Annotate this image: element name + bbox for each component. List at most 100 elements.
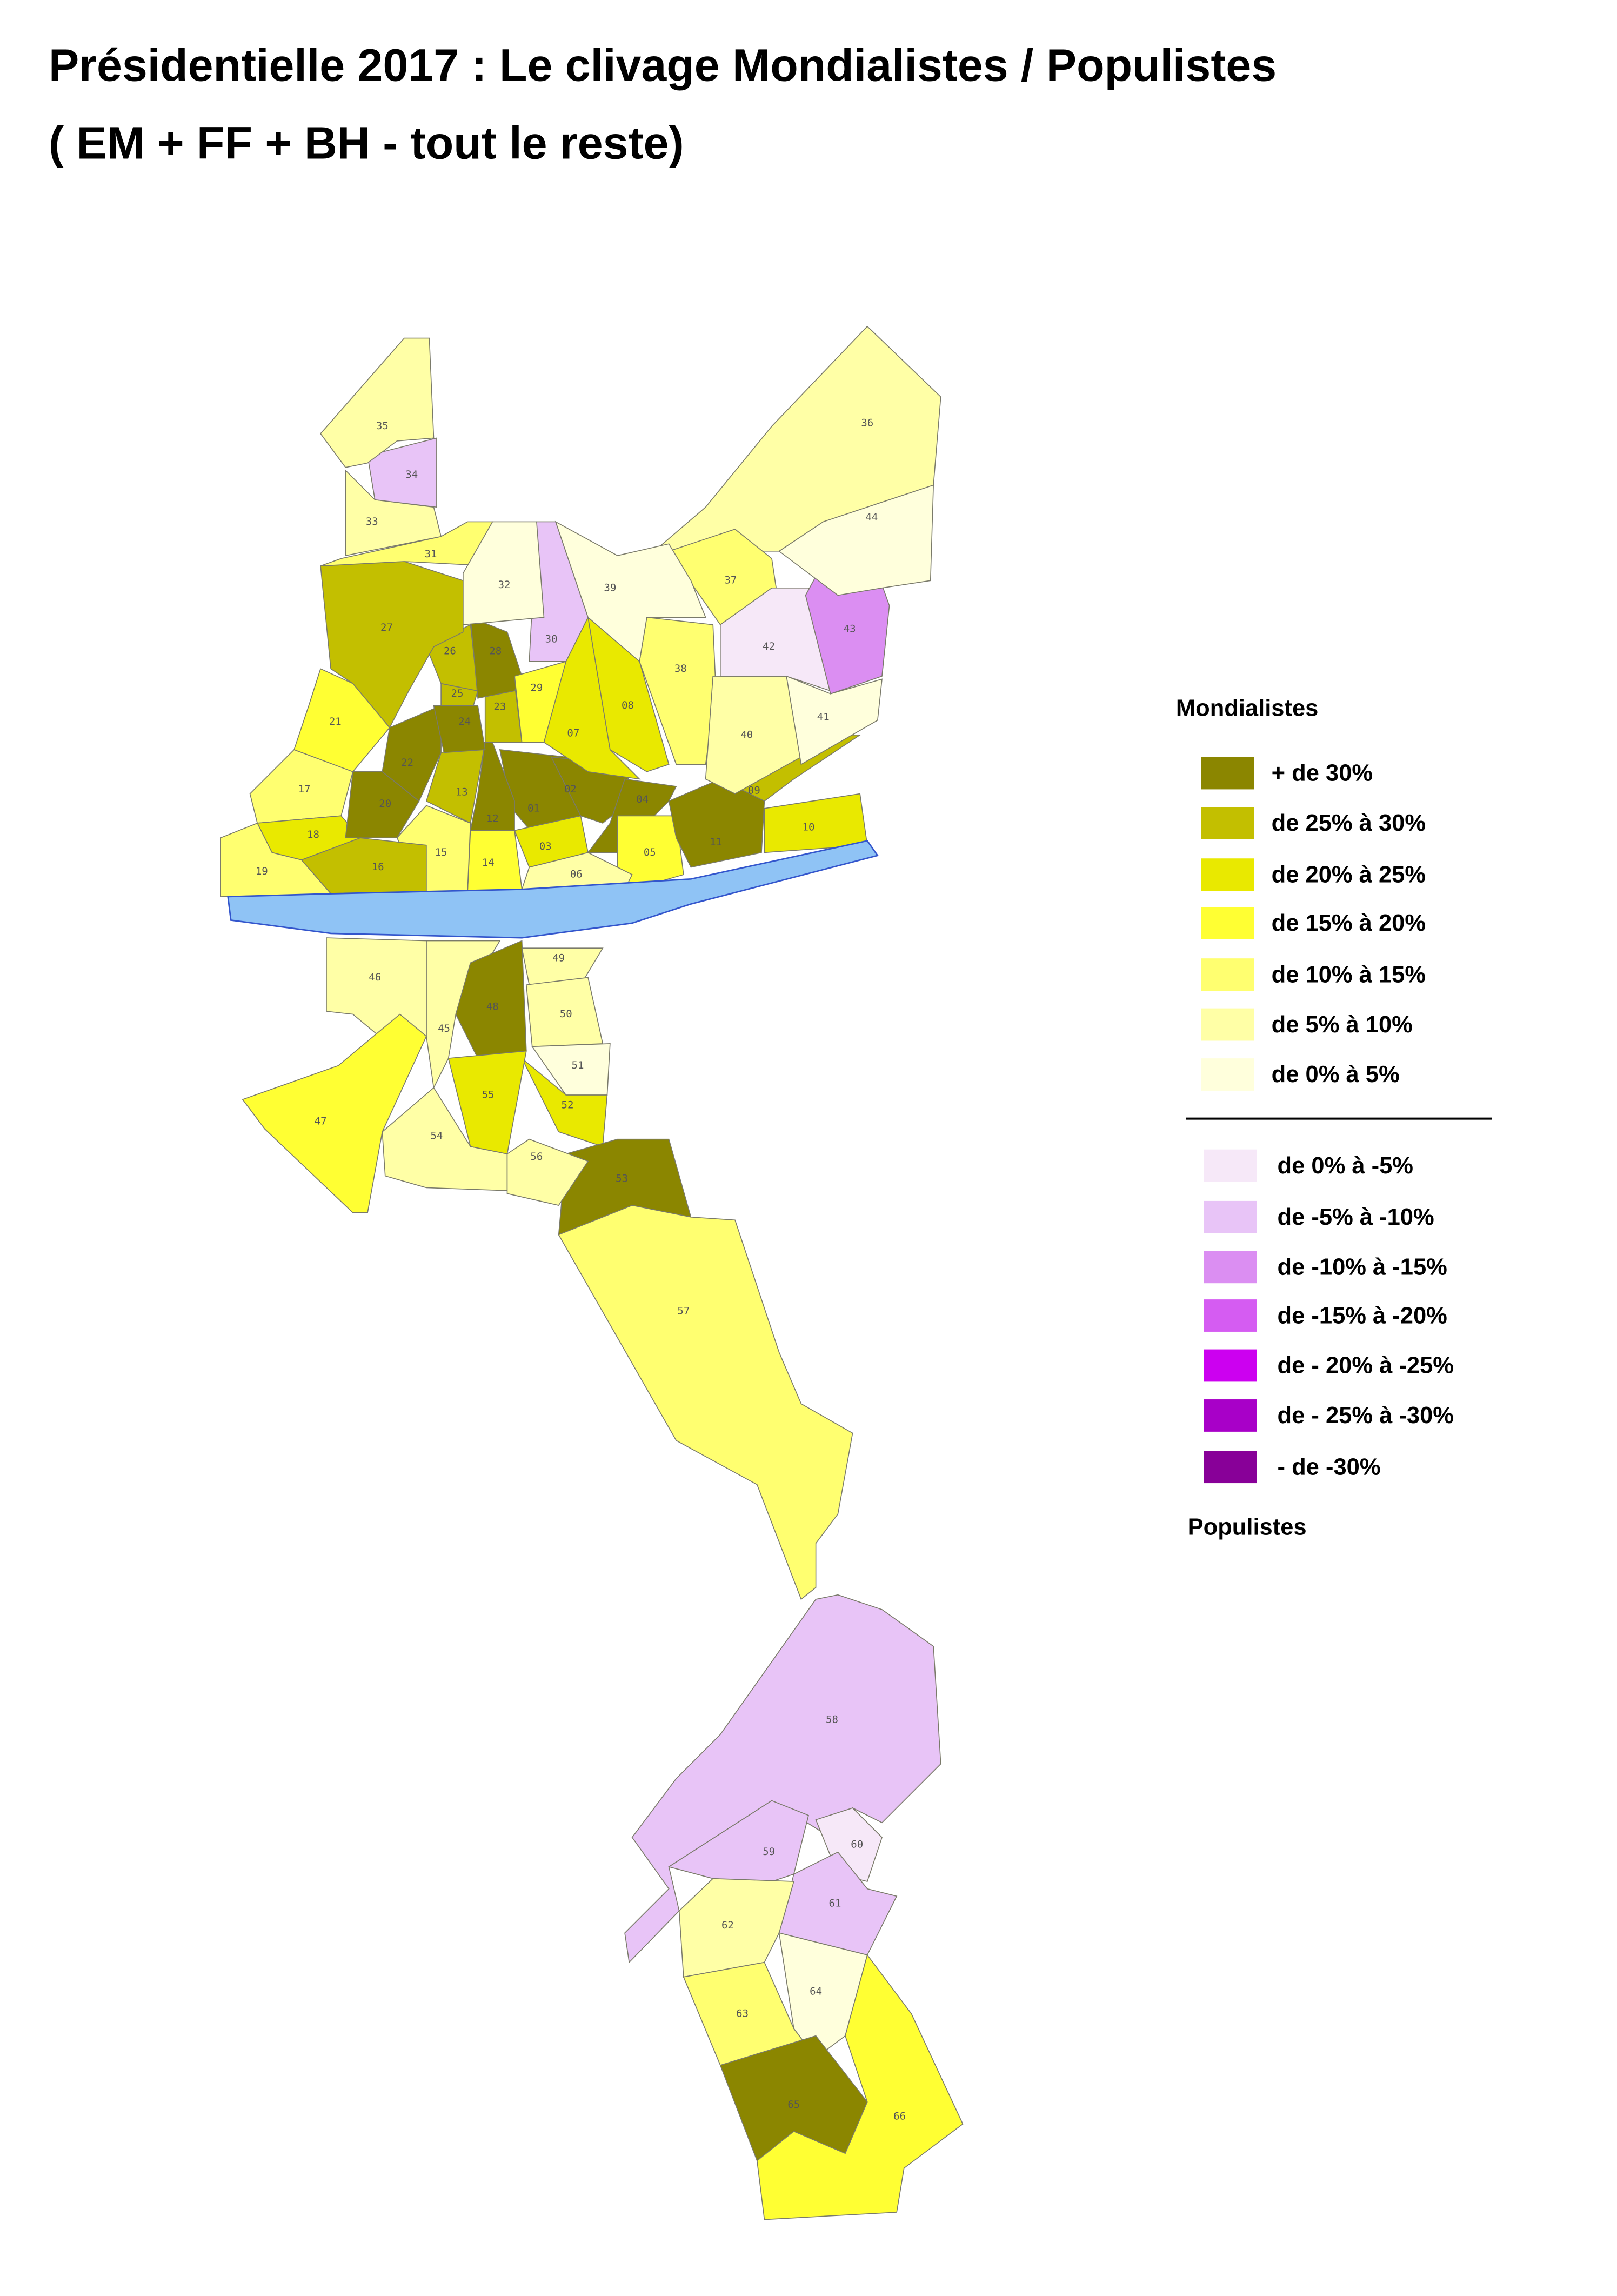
region-label: 05: [644, 846, 656, 858]
legend-swatch: [1204, 1349, 1257, 1382]
legend-swatch: [1204, 1399, 1257, 1432]
region-label: 02: [564, 783, 577, 795]
region: [249, 749, 353, 824]
region-label: 65: [787, 2099, 800, 2111]
legend-label: de -15% à -20%: [1278, 1303, 1447, 1329]
legend-label: + de 30%: [1272, 760, 1373, 786]
region-label: 52: [562, 1099, 574, 1111]
region-label: 13: [456, 786, 468, 798]
region-label: 60: [851, 1839, 863, 1851]
legend-heading: Populistes: [1188, 1514, 1307, 1540]
region: [786, 675, 883, 765]
region: [778, 1932, 868, 2059]
region: [506, 1138, 589, 1206]
region: [521, 852, 633, 890]
region: [521, 1058, 608, 1147]
region: [220, 822, 332, 897]
region-label: 12: [486, 812, 499, 824]
region-label: 20: [379, 798, 391, 810]
legend-swatch: [1204, 1149, 1257, 1182]
region: [778, 484, 934, 596]
region-label: 25: [451, 688, 464, 699]
region-label: 08: [622, 699, 634, 711]
legend-label: de 0% à -5%: [1278, 1153, 1413, 1179]
region-label: 24: [458, 716, 471, 727]
region-label: 16: [372, 861, 384, 873]
region-label: 41: [817, 711, 830, 723]
title-line: ( EM + FF + BH - tout le reste): [49, 118, 684, 169]
legend-swatch: [1201, 858, 1254, 891]
legend-label: de - 25% à -30%: [1278, 1403, 1454, 1429]
region-label: 19: [256, 865, 268, 877]
title-line: Présidentielle 2017 : Le clivage Mondial…: [49, 40, 1277, 91]
region-label: 27: [380, 622, 393, 633]
legend-label: de 5% à 10%: [1272, 1012, 1413, 1038]
region-label: 53: [616, 1173, 628, 1185]
region-label: 32: [498, 579, 511, 591]
legend-swatch: [1201, 807, 1254, 839]
region-label: 44: [865, 511, 878, 523]
region-label: 54: [430, 1130, 443, 1142]
region-label: 10: [803, 822, 815, 833]
region-label: 62: [721, 1919, 734, 1931]
region-label: 30: [545, 633, 558, 645]
region-label: 59: [763, 1846, 775, 1858]
region: [345, 469, 442, 557]
region-label: 06: [570, 869, 583, 880]
legend-label: de 25% à 30%: [1272, 810, 1426, 836]
region-label: 33: [366, 516, 378, 528]
region-label: 21: [329, 716, 342, 727]
region-label: 01: [527, 802, 540, 814]
region-label: 43: [844, 623, 856, 635]
region-label: 39: [604, 582, 616, 593]
region-label: 64: [810, 1986, 822, 1998]
legend-swatch: [1201, 757, 1254, 790]
region-label: 63: [736, 2007, 749, 2019]
legend-label: de 15% à 20%: [1272, 910, 1426, 936]
region-label: 31: [425, 548, 437, 560]
region-label: 50: [560, 1008, 572, 1020]
region: [242, 1013, 427, 1213]
region-label: 26: [444, 645, 456, 657]
region: [514, 660, 567, 743]
map-regions: 01 02 03 04 05 06 07 08 09 10 11 12 13 14 15 16 17 18 19 20…: [220, 325, 964, 2220]
legend-swatch: [1204, 1251, 1257, 1284]
region: [558, 1205, 853, 1600]
region-label: 17: [298, 783, 311, 795]
region: [367, 437, 437, 508]
legend-heading: Mondialistes: [1176, 695, 1318, 721]
region-label: 66: [893, 2111, 906, 2123]
region-label: 28: [489, 645, 502, 657]
legend-label: de - 20% à -25%: [1278, 1353, 1454, 1379]
region-label: 37: [724, 575, 737, 586]
legend-label: de -10% à -15%: [1278, 1254, 1447, 1280]
region: [382, 705, 442, 802]
region: [320, 561, 464, 729]
region-label: 47: [315, 1116, 327, 1127]
legend-swatch: [1201, 1058, 1254, 1091]
region: [470, 616, 523, 699]
river: [227, 840, 879, 939]
region-label: 49: [552, 952, 565, 964]
region-label: 34: [405, 469, 418, 480]
region: [345, 771, 420, 838]
region-label: 22: [401, 757, 413, 769]
region: [467, 830, 523, 893]
region-label: 51: [572, 1059, 584, 1071]
legend-label: de 20% à 25%: [1272, 862, 1426, 887]
region-label: 40: [740, 729, 753, 740]
region-label: 15: [435, 846, 447, 858]
region-label: 61: [828, 1897, 841, 1909]
region-label: 29: [530, 682, 543, 693]
region: [756, 1954, 964, 2220]
region-label: 57: [677, 1305, 690, 1317]
legend-swatch: [1201, 1008, 1254, 1041]
legend-label: de -5% à -10%: [1278, 1204, 1434, 1230]
region-label: 14: [482, 857, 495, 869]
region-label: 38: [674, 663, 687, 675]
region: [529, 521, 589, 662]
region: [320, 337, 435, 468]
region-label: 48: [486, 1000, 499, 1012]
legend-swatch: [1204, 1299, 1257, 1332]
